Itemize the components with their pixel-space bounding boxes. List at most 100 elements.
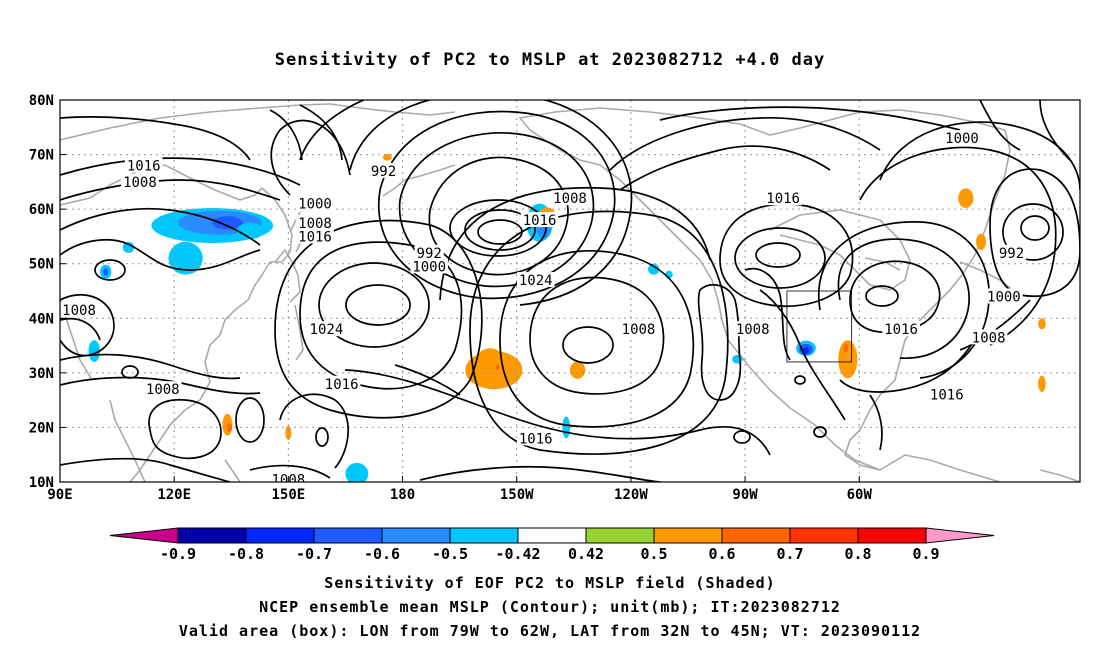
lat-tick-label: 20N (29, 420, 54, 436)
lat-tick-label: 50N (29, 257, 54, 273)
colorbar-swatch (449, 527, 519, 544)
contour-label: 1008 (298, 216, 332, 232)
sensitivity-blob (382, 154, 392, 161)
contour-label-bg (943, 130, 981, 146)
contour-label-bg (520, 212, 559, 228)
sensitivity-blob (122, 241, 135, 253)
colorbar-label: 0.7 (776, 545, 803, 563)
contour-label: 1016 (884, 322, 918, 338)
contour-label: 1008 (736, 322, 770, 338)
sensitivity-blob (648, 263, 660, 275)
contour-label-bg (764, 190, 802, 206)
lon-tick-label: 120E (157, 487, 191, 503)
sensitivity-blob (570, 361, 586, 379)
sensitivity-blob (958, 188, 974, 209)
contour-label-bg (124, 157, 163, 173)
contour-label-bg (969, 329, 1008, 345)
colorbar-swatch (789, 527, 859, 544)
contour-label: 1008 (972, 330, 1006, 346)
caption-line-3: Valid area (box): LON from 79W to 62W, L… (178, 622, 922, 640)
contour-label: 1016 (766, 191, 800, 207)
colorbar-label: -0.5 (432, 545, 468, 563)
sensitivity-blob (843, 343, 849, 353)
contour-label: 1008 (622, 322, 656, 338)
caption-line-1: Sensitivity of EOF PC2 to MSLP field (Sh… (324, 574, 776, 592)
sensitivity-blob (976, 233, 986, 251)
lat-tick-label: 10N (29, 475, 54, 491)
colorbar-swatch (857, 527, 927, 544)
contour-label-bg (143, 381, 182, 397)
contour-label-bg (307, 321, 346, 337)
contour-label-bg (516, 430, 555, 446)
contour-label-bg (985, 288, 1023, 304)
sensitivity-blob (212, 216, 243, 230)
contour-label: 1024 (519, 273, 553, 289)
contour-label-bg (551, 190, 589, 206)
sensitivity-blob (1038, 318, 1046, 330)
lon-tick-label: 180 (390, 487, 415, 503)
colorbar-swatch (177, 527, 247, 544)
lon-tick-label: 150W (500, 487, 534, 503)
contour-label-bg (927, 386, 966, 402)
latitude-labels: 80N 70N 60N 50N 40N 30N 20N 10N (29, 93, 66, 491)
sensitivity-blob (236, 222, 264, 240)
lon-tick-label: 60W (847, 487, 873, 503)
lat-tick-label: 60N (29, 202, 54, 218)
valid-area-box (786, 290, 853, 363)
lon-tick-label: 90W (732, 487, 758, 503)
contour-label: 992 (371, 164, 396, 180)
colorbar-label: -0.9 (160, 545, 196, 563)
sensitivity-blob (838, 340, 858, 379)
colorbar-swatch (381, 527, 451, 544)
contour-label: 1024 (310, 322, 344, 338)
contour-label-bg (121, 173, 159, 189)
sensitivity-blob (1038, 375, 1046, 392)
colorbar-label: -0.6 (364, 545, 400, 563)
contour-label: 992 (999, 246, 1024, 262)
contour-label: 1016 (298, 229, 332, 245)
contour-label: 1016 (519, 431, 553, 447)
contour-label: 1016 (930, 388, 964, 404)
contour-label: 1008 (62, 303, 96, 319)
lon-tick-label: 90E (47, 487, 72, 503)
plot-frame (59, 99, 1081, 483)
colorbar-swatch (585, 527, 655, 544)
sensitivity-blob (168, 241, 203, 275)
contour-label: 1016 (523, 213, 557, 229)
contour-label: 992 (417, 246, 442, 262)
contour-label: 1000 (987, 289, 1021, 305)
contour-label: 1008 (123, 175, 157, 191)
lon-tick-label: 120W (614, 487, 648, 503)
colorbar-swatch (721, 527, 791, 544)
colorbar-extend-high (925, 527, 995, 544)
sensitivity-blob (562, 416, 570, 439)
sensitivity-blob (732, 354, 743, 364)
sensitivity-blob (103, 268, 109, 276)
contour-label: 1008 (146, 382, 180, 398)
colorbar-extend-low (109, 527, 179, 544)
sensitivity-blob (285, 425, 292, 440)
contour-label: 1000 (412, 259, 446, 275)
contour-label-bg (322, 375, 361, 391)
colorbar-label: -0.42 (495, 545, 540, 563)
colorbar-swatch (313, 527, 383, 544)
colorbar-label: 0.9 (912, 545, 939, 563)
lat-tick-label: 40N (29, 311, 54, 327)
contour-label-bg (368, 162, 399, 178)
contour-label-bg (296, 195, 334, 211)
colorbar-label: 0.8 (844, 545, 871, 563)
contour-label: 1000 (945, 131, 979, 147)
lon-tick-label: 150E (271, 487, 305, 503)
sensitivity-blob (495, 364, 500, 371)
contour-label-bg (296, 214, 334, 230)
mslp-contours (60, 100, 1080, 482)
contour-label: 1008 (553, 191, 587, 207)
sensitivity-blob (88, 340, 100, 362)
colorbar-label: -0.7 (296, 545, 332, 563)
colorbar-label: 0.6 (708, 545, 735, 563)
sensitivity-blob (802, 347, 810, 354)
colorbar-swatch (653, 527, 723, 544)
contour-label-bg (60, 302, 98, 318)
contour-label: 1016 (325, 377, 359, 393)
